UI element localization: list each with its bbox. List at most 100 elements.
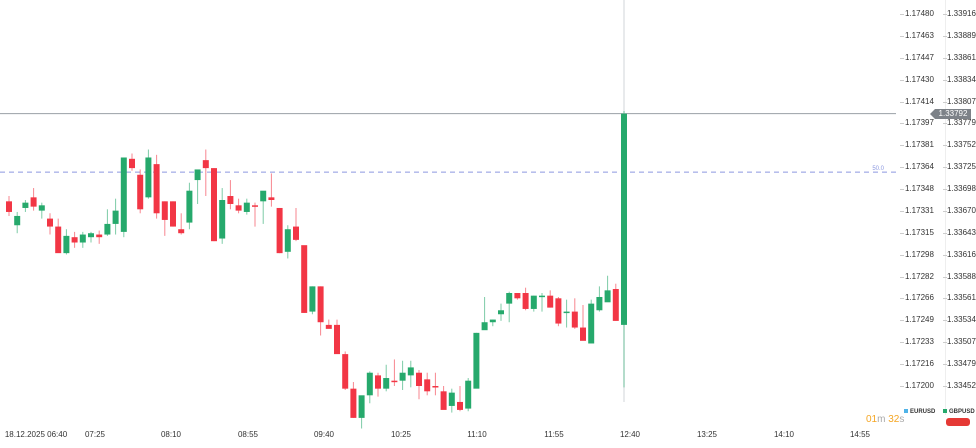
candle[interactable] [202,149,209,197]
candle[interactable] [596,286,603,312]
candle[interactable] [621,110,627,388]
candle[interactable] [342,351,349,390]
candle[interactable] [325,319,332,329]
candle[interactable] [522,287,529,311]
eurusd-tick-label: 1.17463 [905,30,934,40]
candle[interactable] [334,319,340,355]
candle[interactable] [612,283,619,321]
eurusd-tick-label: 1.17447 [905,52,934,62]
candle[interactable] [399,360,406,390]
candlestick-chart[interactable]: 50.0 [0,0,896,443]
candle[interactable] [14,211,21,234]
candle[interactable] [194,169,201,204]
candle[interactable] [161,201,168,236]
candle[interactable] [547,290,554,308]
candle[interactable] [424,372,431,396]
time-tick-label: 11:10 [467,430,487,439]
candle[interactable] [407,360,414,388]
candle[interactable] [227,180,234,210]
candle[interactable] [530,295,537,312]
candle[interactable] [6,196,12,216]
candle[interactable] [260,190,267,224]
candle[interactable] [580,304,586,341]
candle[interactable] [465,378,472,412]
candle[interactable] [178,213,185,235]
y-tick-mark [900,101,904,103]
y-tick-mark [943,101,947,103]
candle[interactable] [416,370,422,400]
chart-canvas[interactable]: 50.0 [0,0,896,443]
eurusd-tick-label: 1.17200 [905,381,934,390]
time-tick-label: 13:25 [696,430,718,439]
current-price-badge: 1.33792 [930,108,971,119]
candle[interactable] [145,149,152,199]
candle[interactable] [358,395,365,429]
candle[interactable] [211,168,217,242]
y-tick-mark [900,232,904,234]
candle[interactable] [383,364,390,392]
candle[interactable] [284,225,291,259]
candle[interactable] [506,291,513,323]
candle[interactable] [63,229,70,255]
gbpusd-tick-label: 1.33561 [947,293,976,303]
y-tick-mark [900,35,904,37]
candle[interactable] [55,218,62,254]
candle[interactable] [301,245,308,313]
candle[interactable] [104,209,111,236]
candle[interactable] [30,188,37,211]
gbpusd-tick-label: 1.33643 [947,227,976,237]
candle[interactable] [375,372,381,397]
candle[interactable] [47,213,53,235]
candle[interactable] [563,299,570,328]
candle[interactable] [481,296,488,331]
legend-gbpusd[interactable]: GBPUSD [943,409,975,415]
candle[interactable] [22,200,29,212]
candle[interactable] [514,293,521,300]
candle[interactable] [498,303,504,321]
candle[interactable] [588,299,595,344]
candle[interactable] [448,388,455,413]
y-tick-mark [943,232,947,234]
candle[interactable] [555,296,562,327]
candle[interactable] [293,207,299,242]
candle[interactable] [129,153,135,171]
candle[interactable] [539,293,545,312]
candle[interactable] [276,207,283,254]
candle[interactable] [317,286,324,336]
candle[interactable] [219,188,226,244]
candle[interactable] [489,319,496,327]
candle[interactable] [120,157,127,238]
y-tick-mark [900,79,904,81]
y-tick-mark [900,123,904,125]
candle[interactable] [79,231,86,248]
y-tick-mark [943,210,947,212]
candle[interactable] [186,182,193,230]
candle[interactable] [473,332,480,389]
time-tick-label: 18.12.2025 06:40 [4,430,68,439]
candle[interactable] [112,198,119,235]
candle[interactable] [252,202,258,227]
candle[interactable] [350,382,357,418]
candle[interactable] [457,386,463,412]
candle[interactable] [71,231,78,248]
time-tick-label: 12:40 [619,430,641,439]
candle[interactable] [440,386,447,410]
candle[interactable] [235,198,242,214]
candle[interactable] [96,230,103,244]
candle[interactable] [153,154,160,219]
candle[interactable] [137,169,144,214]
candle[interactable] [38,202,45,219]
candle[interactable] [571,298,578,329]
candle[interactable] [366,371,373,404]
candle[interactable] [391,359,398,386]
time-tick-label: 09:40 [313,430,335,439]
candle[interactable] [268,173,275,207]
candle[interactable] [243,198,250,215]
candle[interactable] [432,372,439,396]
legend-eurusd[interactable]: EURUSD [904,409,935,415]
candle[interactable] [309,286,316,315]
candle[interactable] [170,201,176,227]
candle[interactable] [88,231,94,243]
gbpusd-tick-label: 1.33807 [947,96,976,106]
candle[interactable] [604,275,611,303]
